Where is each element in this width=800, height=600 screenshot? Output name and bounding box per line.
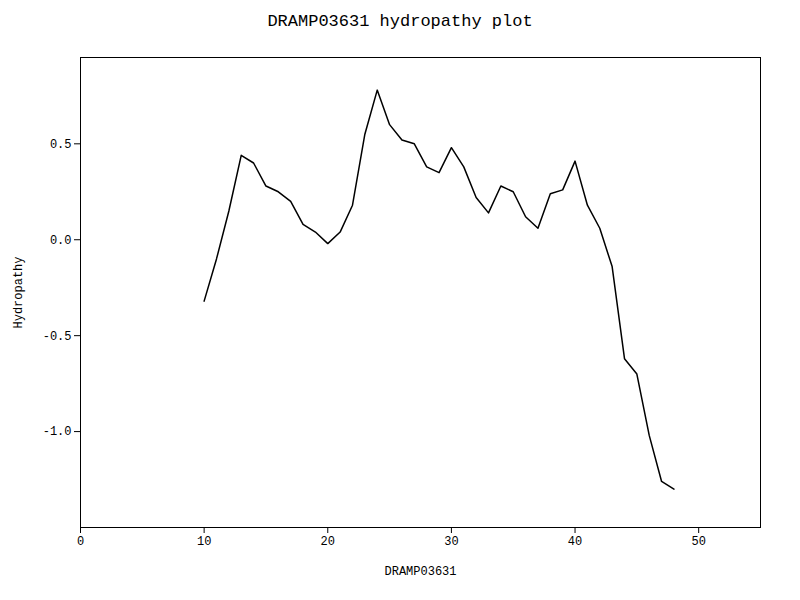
svg-text:0.0: 0.0	[50, 234, 72, 248]
svg-text:10: 10	[197, 535, 211, 549]
svg-text:0.5: 0.5	[50, 138, 72, 152]
svg-text:DRAMP03631: DRAMP03631	[384, 565, 456, 578]
svg-text:30: 30	[444, 535, 458, 549]
svg-text:-0.5: -0.5	[43, 330, 72, 344]
svg-text:20: 20	[321, 535, 335, 549]
svg-text:50: 50	[691, 535, 705, 549]
html-text:DRAMP03631 hydropathy plot: DRAMP03631 hydropathy plot	[267, 12, 533, 31]
svg-text:40: 40	[568, 535, 582, 549]
svg-text:Hydropathy: Hydropathy	[12, 256, 26, 328]
svg-text:-1.0: -1.0	[43, 425, 72, 439]
svg-text:0: 0	[77, 535, 84, 549]
